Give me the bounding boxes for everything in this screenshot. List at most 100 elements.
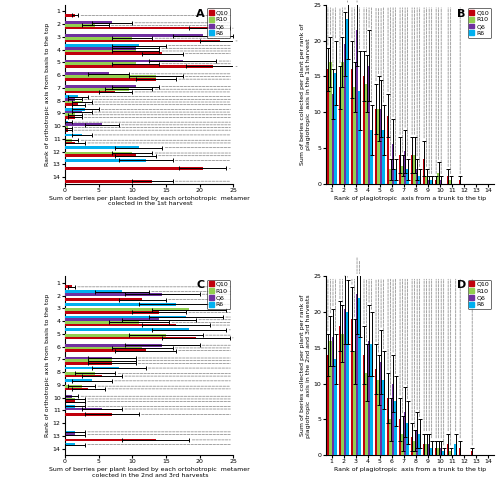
Text: C: C <box>196 280 204 290</box>
Y-axis label: Rank of orthotropic axis from basis to the top: Rank of orthotropic axis from basis to t… <box>45 294 50 438</box>
Bar <box>65 430 75 433</box>
Bar <box>423 158 425 184</box>
Bar <box>329 340 332 455</box>
Legend: Q10, R10, Q6, R6: Q10, R10, Q6, R6 <box>207 8 230 38</box>
Bar <box>370 344 373 455</box>
Bar <box>353 352 356 455</box>
Bar <box>459 448 462 455</box>
Bar <box>65 328 190 331</box>
Bar <box>416 430 418 455</box>
Bar <box>425 176 428 184</box>
Bar <box>394 402 397 455</box>
Bar <box>401 166 404 184</box>
Bar <box>370 130 373 184</box>
Bar <box>327 355 329 455</box>
Bar <box>341 62 344 184</box>
Bar <box>65 40 220 42</box>
Bar <box>65 290 122 293</box>
Bar <box>450 452 452 455</box>
Bar <box>401 434 404 455</box>
Bar <box>65 372 95 375</box>
Bar <box>65 96 78 98</box>
Bar <box>65 90 115 94</box>
Bar <box>65 336 196 339</box>
Bar <box>334 358 337 455</box>
Bar <box>65 366 119 370</box>
Y-axis label: Sum of beries collected per plant per rank of
plagiotropic  axis in the 1st harv: Sum of beries collected per plant per ra… <box>300 24 311 165</box>
Bar <box>65 438 156 441</box>
Bar <box>65 350 146 352</box>
Bar <box>65 65 213 68</box>
Bar <box>65 75 156 78</box>
Y-axis label: Rank of orthotropic axis from basis to the top: Rank of orthotropic axis from basis to t… <box>45 22 50 166</box>
Bar <box>65 14 75 16</box>
Bar <box>365 84 368 184</box>
Bar <box>65 85 136 88</box>
Bar <box>65 413 112 416</box>
Bar <box>65 121 68 124</box>
Bar <box>392 384 394 455</box>
Bar <box>65 37 132 40</box>
Bar <box>327 70 329 184</box>
Bar <box>358 298 361 455</box>
Bar <box>392 144 394 184</box>
Bar <box>65 316 186 318</box>
Bar <box>344 308 346 455</box>
Bar <box>418 434 421 455</box>
Bar <box>406 423 409 455</box>
Bar <box>65 303 176 306</box>
Bar <box>65 362 112 364</box>
Legend: Q10, R10, Q6, R6: Q10, R10, Q6, R6 <box>207 280 230 310</box>
Bar <box>447 176 450 184</box>
Bar <box>418 176 421 184</box>
Bar <box>440 180 443 184</box>
Bar <box>438 173 440 184</box>
Bar <box>65 433 75 436</box>
Bar <box>65 116 75 119</box>
X-axis label: Rank of plagiotropic  axis from a trunk to the tip: Rank of plagiotropic axis from a trunk t… <box>334 467 486 472</box>
Bar <box>65 334 166 336</box>
Bar <box>65 108 85 110</box>
Bar <box>377 108 380 184</box>
Bar <box>65 124 102 126</box>
Bar <box>65 400 75 403</box>
Bar <box>65 104 78 106</box>
Bar <box>65 444 75 446</box>
Bar <box>65 146 139 149</box>
Bar <box>65 44 139 47</box>
Text: A: A <box>196 8 205 18</box>
Bar <box>65 110 82 114</box>
Bar <box>65 152 132 154</box>
Bar <box>65 134 82 136</box>
Legend: Q10, R10, Q6, R6: Q10, R10, Q6, R6 <box>468 280 491 310</box>
Bar <box>435 180 438 184</box>
Bar <box>329 62 332 184</box>
Bar <box>65 180 152 182</box>
Legend: Q10, R10, Q6, R6: Q10, R10, Q6, R6 <box>468 8 491 38</box>
Bar <box>65 298 142 301</box>
Bar <box>65 360 112 362</box>
Bar <box>341 334 344 455</box>
Bar <box>344 44 346 184</box>
Bar <box>65 405 75 407</box>
Bar <box>65 62 136 65</box>
Bar <box>346 312 349 455</box>
Bar <box>65 159 146 162</box>
Bar <box>65 344 163 346</box>
Bar <box>423 444 425 455</box>
Bar <box>65 24 95 27</box>
Bar <box>65 293 163 296</box>
Bar <box>65 88 129 90</box>
Bar <box>65 27 210 30</box>
Bar <box>65 321 139 324</box>
Bar <box>380 108 382 184</box>
Bar <box>65 385 82 388</box>
Bar <box>65 50 136 52</box>
Bar <box>387 398 389 455</box>
Bar <box>65 286 71 288</box>
Text: B: B <box>457 8 466 18</box>
Bar <box>413 440 416 455</box>
Bar <box>368 340 370 455</box>
Bar <box>375 108 377 184</box>
Bar <box>431 448 433 455</box>
